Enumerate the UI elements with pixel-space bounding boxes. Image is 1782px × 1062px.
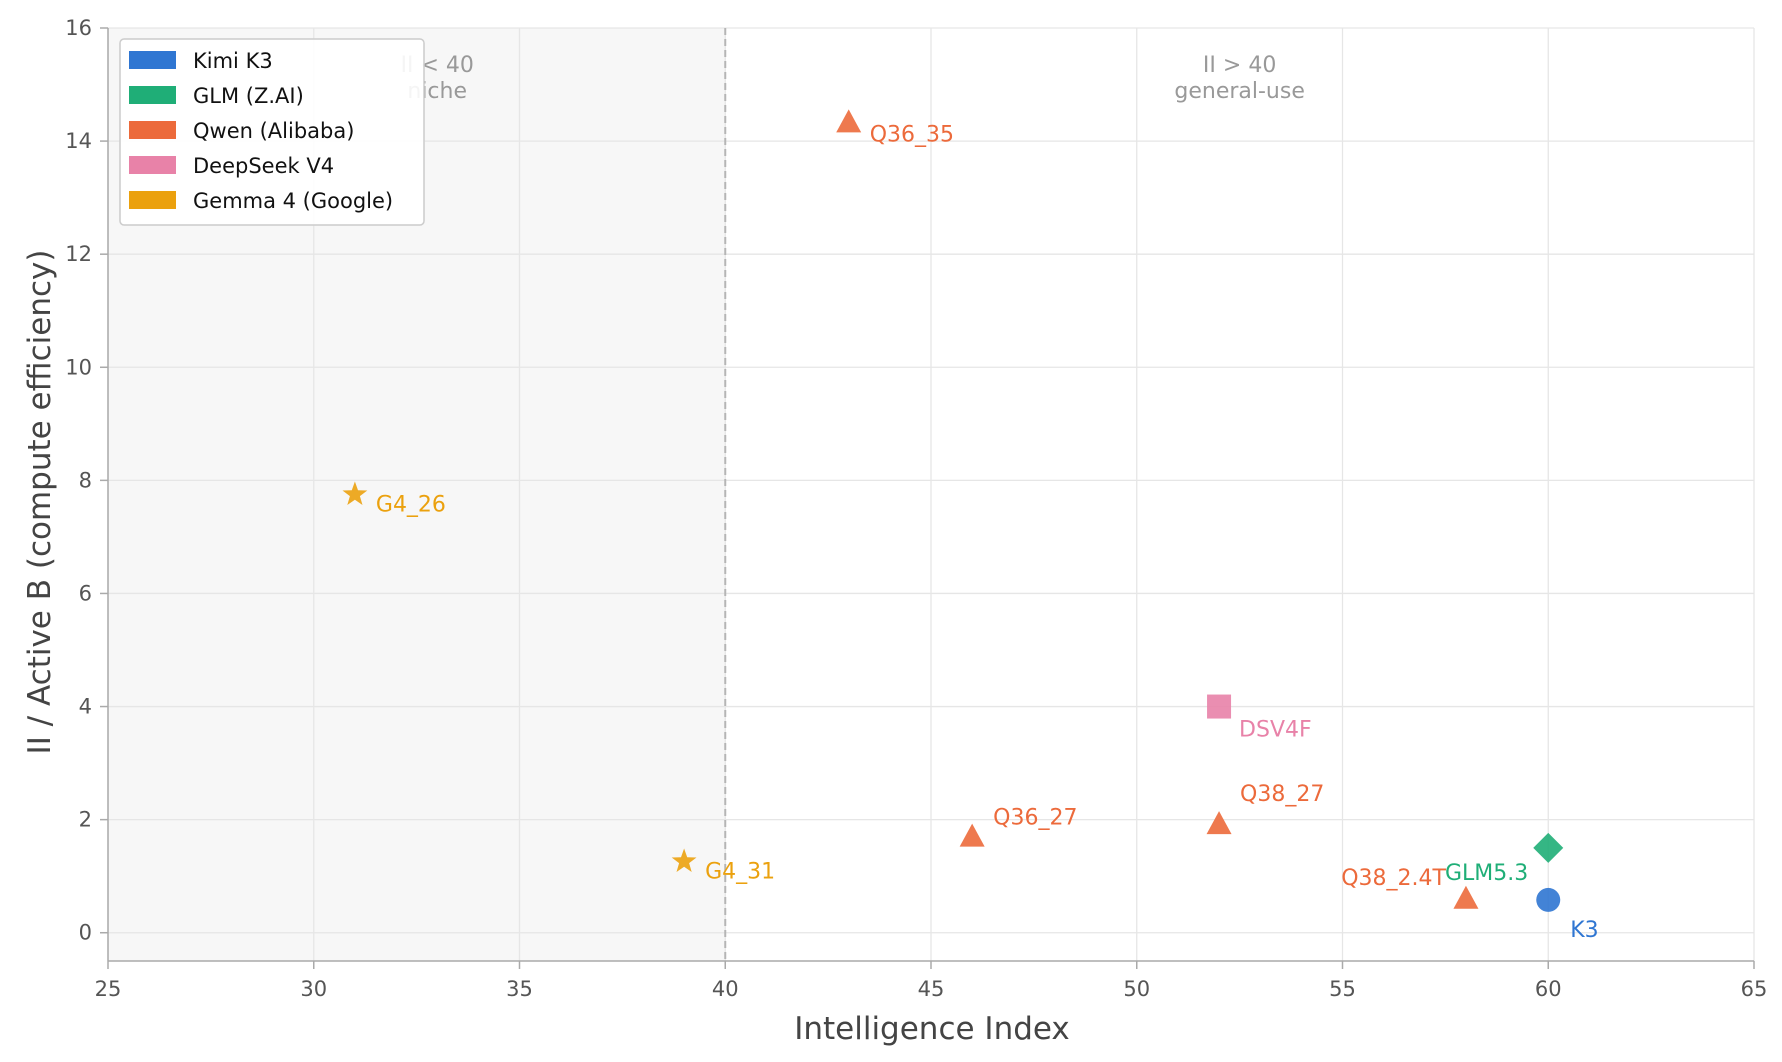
data-point-Q36_35: Q36_35: [836, 109, 954, 147]
legend: Kimi K3 GLM (Z.AI) Qwen (Alibaba) DeepSeek …: [119, 38, 425, 226]
point-label: Q36_27: [993, 806, 1077, 831]
x-tick-label: 50: [1123, 977, 1150, 1001]
y-tick-label: 2: [79, 808, 92, 832]
data-point-Q38_27: Q38_27: [1206, 782, 1324, 835]
point-label: Q38_27: [1240, 782, 1324, 807]
legend-box: [119, 38, 425, 226]
point-label: G4_31: [705, 859, 775, 884]
legend-entry: Kimi K3: [193, 49, 273, 73]
grid: [107, 27, 1755, 961]
legend-entry: Qwen (Alibaba): [193, 119, 354, 143]
y-tick-label: 16: [65, 16, 92, 40]
marker-triangle: [959, 823, 985, 847]
x-tick-label: 40: [712, 977, 739, 1001]
x-tick-label: 55: [1329, 977, 1356, 1001]
legend-entry: GLM (Z.AI): [193, 84, 304, 108]
y-tick-label: 12: [65, 242, 92, 266]
marker-diamond: [1533, 832, 1564, 863]
point-label: Q36_35: [870, 122, 954, 147]
x-tick-label: 25: [95, 977, 122, 1001]
y-tick-label: 8: [79, 468, 92, 492]
marker-circle: [1536, 887, 1561, 912]
marker-triangle: [1453, 885, 1479, 909]
data-point-K3: K3: [1536, 887, 1599, 943]
legend-swatch: [129, 156, 176, 174]
legend-swatch: [129, 51, 176, 69]
legend-swatch: [129, 86, 176, 104]
x-tick-label: 35: [506, 977, 533, 1001]
marker-triangle: [836, 109, 862, 133]
data-point-Q38_2.4T: Q38_2.4T: [1341, 866, 1479, 909]
x-tick-label: 30: [300, 977, 327, 1001]
point-label: K3: [1570, 918, 1598, 943]
data-points: K3 GLM5.3 Q36_35 Q36_27 Q38_27 Q38_2.4T DSV4F G…: [342, 109, 1599, 943]
point-label: Q38_2.4T: [1341, 866, 1446, 891]
data-point-DSV4F: DSV4F: [1207, 694, 1312, 743]
x-tick-label: 45: [918, 977, 945, 1001]
data-point-G4_31: G4_31: [671, 848, 775, 884]
marker-square: [1207, 694, 1232, 719]
marker-triangle: [1206, 811, 1232, 835]
point-label: DSV4F: [1239, 718, 1312, 743]
legend-swatch: [129, 191, 176, 209]
legend-swatch: [129, 121, 176, 139]
data-point-G4_26: G4_26: [342, 481, 446, 518]
axes: 25 30 35 40 45 50 55 60 65 0 2 4 6 8 10 12 14 16: [65, 16, 1767, 1001]
marker-star: [671, 848, 697, 872]
y-axis-title: II / Active B (compute efficiency): [22, 250, 58, 755]
y-tick-label: 4: [79, 695, 92, 719]
marker-star: [342, 481, 368, 505]
y-tick-label: 0: [79, 921, 92, 945]
data-point-GLM5.3: GLM5.3: [1445, 832, 1564, 886]
y-tick-label: 14: [65, 129, 92, 153]
x-axis-title: Intelligence Index: [794, 1011, 1070, 1047]
y-tick-label: 10: [65, 355, 92, 379]
y-tick-label: 6: [79, 581, 92, 605]
legend-entry: Gemma 4 (Google): [193, 189, 393, 213]
x-tick-label: 65: [1741, 977, 1768, 1001]
point-label: G4_26: [376, 493, 446, 518]
data-point-Q36_27: Q36_27: [959, 806, 1077, 847]
legend-entry: DeepSeek V4: [193, 154, 334, 178]
x-tick-label: 60: [1535, 977, 1562, 1001]
region-label-general-use: II > 40 general-use: [1174, 53, 1305, 104]
point-label: GLM5.3: [1445, 861, 1528, 886]
